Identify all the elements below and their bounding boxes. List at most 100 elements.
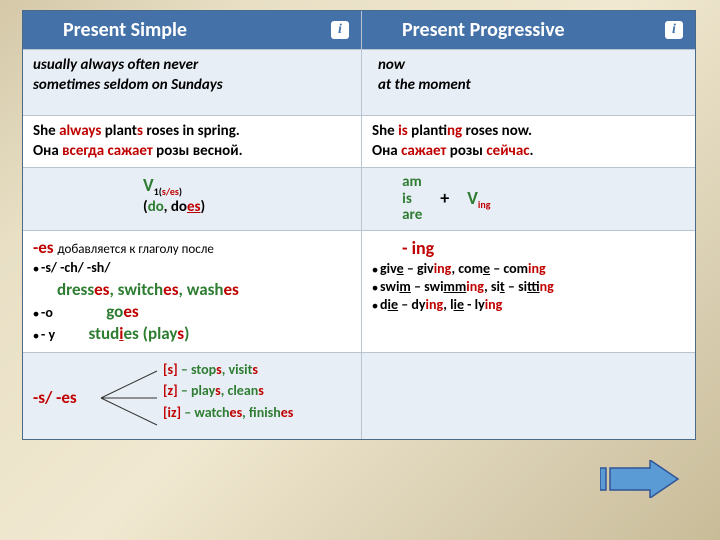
txt-red: -es [33,237,57,258]
rule-s-ch-sh: ●-s/ -ch/ -sh/ [33,259,351,279]
txt-u: e [483,260,490,277]
txt-green: , visit [222,361,253,378]
examples-row: She always plants roses in spring. Она в… [23,116,695,168]
rule-o: ●-o goes [33,301,351,324]
txt-u: m [399,278,410,295]
txt-red: es [94,279,109,300]
info-icon[interactable] [331,21,349,39]
simple-formula: V1(s/es) (do, does) [23,168,362,231]
progressive-formula: am is are + Ving [362,168,695,231]
progressive-adverbs-line2: at the moment [378,76,685,96]
txt: – swi [411,278,444,295]
info-icon[interactable] [665,21,683,39]
simple-example-en: She always plants roses in spring. [33,122,351,142]
formula-dodoes: (do, does) [143,198,351,218]
txt-red: s [258,382,264,399]
simple-example: She always plants roses in spring. Она в… [23,116,362,168]
txt-u: tt [527,278,540,295]
txt-red: es [123,301,138,322]
txt-red: ing [528,260,546,277]
be-forms: am is are [402,174,422,224]
progressive-adverbs: now at the moment [362,50,695,116]
txt-green: es (play [123,323,177,344]
rules-row: -es добавляется к глаголу после ●-s/ -ch… [23,231,695,353]
txt-green: , wash [178,279,223,300]
txt: d [380,296,388,313]
progressive-example-en: She is planting roses now. [372,122,685,142]
txt-green: is [402,191,422,208]
txt-red: es [230,404,243,421]
txt-red: всегда [62,142,104,160]
txt-red: ing [485,296,503,313]
txt-red: es [163,279,178,300]
txt-red: ing [434,260,452,277]
txt: swi [380,278,399,295]
txt-red: is [398,122,408,140]
txt-sub: ) [179,185,182,198]
simple-adverbs-line1: usually always often never [33,56,351,76]
txt-red: сейчас [486,142,529,160]
txt-red: ing [447,122,462,140]
bullet-icon: ● [33,307,39,320]
ing-rule-ie: ●die – dying, lie - lying [372,296,685,314]
txt: - y [41,326,55,343]
txt-u: ie [388,296,399,313]
pron-s: [s] – stops, visits [163,359,351,381]
txt-green: V [467,187,478,209]
txt: -o [41,304,53,321]
txt-red: -s/ -es [33,387,77,409]
txt: добавляется к глаголу после [57,242,213,257]
header-present-simple: Present Simple [23,11,362,50]
txt-u: ie [454,296,465,313]
bullet-icon: ● [33,329,39,342]
txt-green: – stop [178,361,216,378]
txt: Она [372,142,401,160]
progressive-adverbs-line1: now [378,56,685,76]
txt-sub: 1( [154,185,162,198]
v-ing: Ving [467,187,490,211]
simple-example-ru: Она всегда сажает розы весной. [33,142,351,162]
txt-red: es [187,198,201,216]
txt-red: es [281,404,294,421]
txt-green: dress [57,279,94,300]
txt: – dy [398,296,425,313]
txt-red: ing [466,278,484,295]
txt-green: , clean [221,382,259,399]
txt: . [530,142,534,160]
txt-green: stud [89,323,120,344]
header-row: Present Simple Present Progressive [23,11,695,50]
ing-rule-double: ●swim – swimming, sit – sitting [372,278,685,296]
progressive-rules: - ing ●give – giving, come – coming ●swi… [362,231,695,353]
txt-u: e [397,260,404,277]
txt-green: – play [178,382,215,399]
txt: розы весной. [153,142,243,160]
rule-examples-1: dresses, switches, washes [33,279,351,301]
pron-iz: [iz] – watches, finishes [163,402,351,424]
txt: She [33,122,59,140]
txt: , l [443,296,453,313]
txt-red: сажает [108,142,153,160]
simple-adverbs: usually always often never sometimes sel… [23,50,362,116]
txt: , com [451,260,482,277]
txt: – giv [404,260,434,277]
txt-red: ing [540,278,554,295]
txt-green: V [143,174,154,196]
ing-rule-e: ●give – giving, come – coming [372,260,685,278]
txt: Она [33,142,62,160]
header-present-progressive: Present Progressive [362,11,695,50]
txt: plant [408,122,447,140]
txt: розы [446,142,486,160]
next-arrow-icon[interactable] [600,460,680,498]
header-right-label: Present Progressive [402,18,565,42]
bullet-icon: ● [372,281,378,294]
txt-u: mm [444,278,467,295]
txt-sub-red: s/es [162,185,179,198]
grammar-table: Present Simple Present Progressive usual… [22,10,696,440]
adverbs-row: usually always often never sometimes sel… [23,50,695,116]
txt-green: do [148,198,164,216]
txt: She [372,122,398,140]
txt: roses now. [462,122,532,140]
txt: plant [101,122,137,140]
txt: giv [380,260,397,277]
plus-sign: + [440,187,449,210]
